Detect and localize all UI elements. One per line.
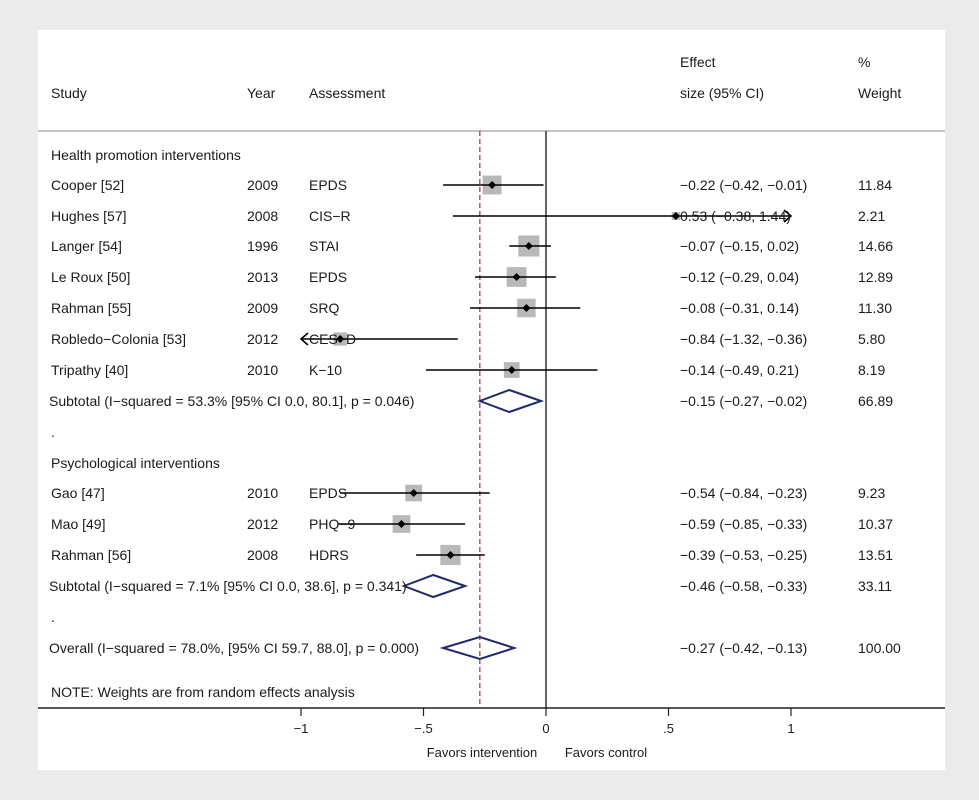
study-effect-ci: −0.54 (−0.84, −0.23): [680, 485, 808, 501]
axis-label-favors-intervention: Favors intervention: [426, 745, 538, 760]
study-name: Le Roux [50]: [51, 269, 131, 285]
study-year: 2008: [247, 547, 279, 563]
study-point-estimate: [512, 273, 521, 281]
column-header-year: Year: [247, 85, 276, 101]
column-header-weight: Weight: [858, 85, 902, 101]
study-year: 2010: [247, 485, 279, 501]
study-year: 2010: [247, 362, 279, 378]
study-weight: 10.37: [858, 516, 894, 532]
ci-arrow-right: [783, 209, 793, 223]
study-weight: 2.21: [858, 208, 886, 224]
subtotal-weight: 66.89: [858, 393, 894, 409]
study-weight: 8.19: [858, 362, 886, 378]
study-effect-ci: −0.84 (−1.32, −0.36): [680, 331, 808, 347]
study-assessment: K−10: [309, 362, 343, 378]
study-year: 2008: [247, 208, 279, 224]
study-name: Hughes [57]: [51, 208, 127, 224]
study-year: 2009: [247, 177, 279, 193]
study-assessment: EPDS: [309, 177, 348, 193]
study-name: Cooper [52]: [51, 177, 125, 193]
study-weight: 11.30: [858, 300, 892, 316]
study-assessment: STAI: [309, 238, 340, 254]
group-spacer: .: [51, 424, 55, 440]
study-weight: 12.89: [858, 269, 894, 285]
subtotal-weight: 33.11: [858, 578, 892, 594]
subtotal-label: Subtotal (I−squared = 7.1% [95% CI 0.0, …: [49, 578, 407, 594]
subtotal-effect-ci: −0.15 (−0.27, −0.02): [680, 393, 808, 409]
column-header-study: Study: [51, 85, 87, 101]
study-assessment: EPDS: [309, 485, 348, 501]
x-tick-label: .5: [663, 721, 674, 736]
study-assessment: CIS−R: [309, 208, 351, 224]
study-effect-ci: −0.08 (−0.31, 0.14): [680, 300, 800, 316]
study-point-estimate: [409, 489, 418, 497]
footnote: NOTE: Weights are from random effects an…: [51, 684, 355, 700]
study-assessment: PHQ−9: [309, 516, 356, 532]
group-title: Psychological interventions: [51, 455, 220, 471]
study-year: 2012: [247, 331, 279, 347]
study-name: Robledo−Colonia [53]: [51, 331, 187, 347]
overall-diamond: [439, 635, 518, 661]
study-year: 2013: [247, 269, 279, 285]
x-tick-label: −.5: [414, 721, 433, 736]
column-header-effect: Effect: [680, 54, 716, 70]
x-tick-label: 1: [787, 721, 795, 736]
study-assessment: CES−D: [309, 331, 357, 347]
study-name: Gao [47]: [51, 485, 105, 501]
study-effect-ci: −0.22 (−0.42, −0.01): [680, 177, 808, 193]
axis-label-favors-control: Favors control: [564, 745, 648, 760]
study-effect-ci: −0.14 (−0.49, 0.21): [680, 362, 800, 378]
study-point-estimate: [671, 212, 680, 220]
study-assessment: HDRS: [309, 547, 349, 563]
study-point-estimate: [488, 181, 497, 189]
overall-weight: 100.00: [858, 640, 901, 656]
study-weight: 13.51: [858, 547, 894, 563]
overall-effect-ci: −0.27 (−0.42, −0.13): [680, 640, 808, 656]
subtotal-diamond: [401, 573, 469, 599]
study-weight: 14.66: [858, 238, 894, 254]
study-point-estimate: [507, 366, 516, 374]
group-title: Health promotion interventions: [51, 147, 241, 163]
column-header-effect-ci: size (95% CI): [680, 85, 765, 101]
study-effect-ci: 0.53 (−0.38, 1.44): [680, 208, 791, 224]
plot-panel: [38, 30, 945, 770]
subtotal-diamond: [476, 388, 545, 414]
column-header-assessment: Assessment: [309, 85, 386, 101]
overall-label: Overall (I−squared = 78.0%, [95% CI 59.7…: [49, 640, 420, 656]
study-assessment: SRQ: [309, 300, 340, 316]
study-effect-ci: −0.39 (−0.53, −0.25): [680, 547, 808, 563]
study-effect-ci: −0.59 (−0.85, −0.33): [680, 516, 808, 532]
study-year: 2012: [247, 516, 279, 532]
study-point-estimate: [522, 304, 531, 312]
x-tick-label: −1: [293, 721, 309, 736]
study-weight: 9.23: [858, 485, 886, 501]
group-spacer: .: [51, 609, 55, 625]
study-effect-ci: −0.07 (−0.15, 0.02): [680, 238, 800, 254]
study-point-estimate: [524, 242, 533, 250]
study-point-estimate: [397, 520, 406, 528]
subtotal-label: Subtotal (I−squared = 53.3% [95% CI 0.0,…: [49, 393, 415, 409]
study-point-estimate: [446, 551, 455, 559]
study-name: Tripathy [40]: [51, 362, 129, 378]
study-point-estimate: [336, 335, 345, 343]
study-effect-ci: −0.12 (−0.29, 0.04): [680, 269, 800, 285]
study-year: 1996: [247, 238, 279, 254]
study-year: 2009: [247, 300, 279, 316]
x-tick-label: 0: [542, 721, 550, 736]
column-header-percent: %: [858, 54, 871, 70]
study-name: Rahman [55]: [51, 300, 132, 316]
study-weight: 11.84: [858, 177, 892, 193]
study-weight: 5.80: [858, 331, 886, 347]
study-name: Mao [49]: [51, 516, 106, 532]
study-name: Langer [54]: [51, 238, 122, 254]
subtotal-effect-ci: −0.46 (−0.58, −0.33): [680, 578, 808, 594]
ci-arrow-left: [299, 332, 309, 346]
study-name: Rahman [56]: [51, 547, 132, 563]
study-assessment: EPDS: [309, 269, 348, 285]
